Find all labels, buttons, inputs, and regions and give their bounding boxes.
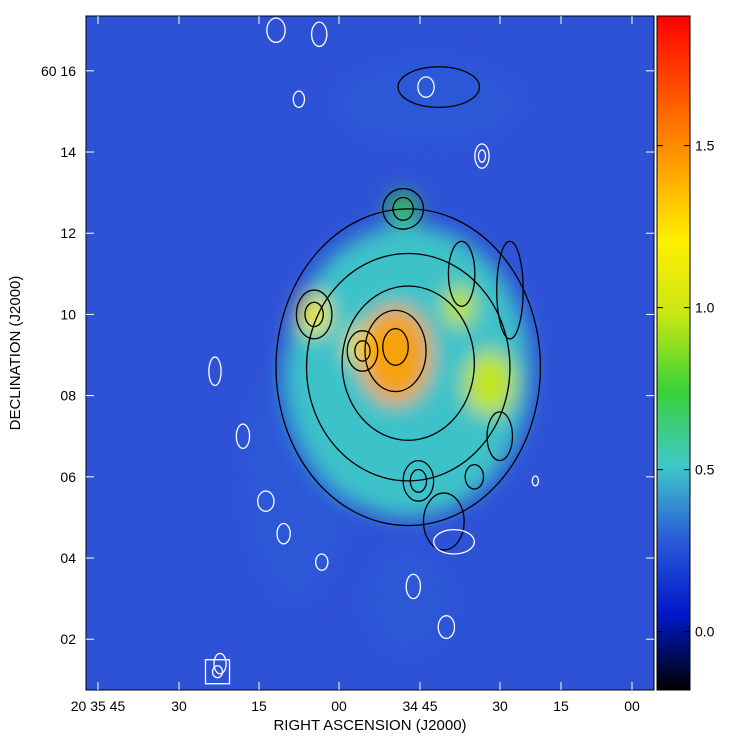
contour-black-0	[275, 208, 542, 527]
colorbar-ticks: 0.0 0.5 1.0 1.5	[657, 138, 715, 640]
contour-white-0	[266, 17, 286, 44]
x-tick-label: 15	[553, 698, 569, 714]
contour-black-12	[496, 240, 524, 340]
contour-white-7	[235, 423, 251, 450]
contour-white-5	[477, 149, 487, 163]
contour-white-1	[310, 21, 328, 48]
contour-black-3	[364, 309, 427, 393]
contour-white-4	[474, 143, 490, 169]
x-tick-label: 15	[251, 698, 267, 714]
colorbar-tick-label: 1.5	[695, 138, 715, 154]
y-tick-label: 02	[60, 631, 76, 647]
beam-box	[204, 659, 231, 685]
plot-panel	[85, 15, 655, 691]
emission-arm-north	[337, 62, 521, 144]
x-tick-label: 30	[171, 698, 187, 714]
y-tick-label: 10	[60, 306, 76, 322]
contour-black-2	[341, 285, 475, 441]
contour-black-9	[382, 187, 425, 230]
colorbar-tick-label: 0.0	[695, 624, 715, 640]
contour-black-15	[422, 492, 465, 551]
contour-black-1	[305, 252, 511, 482]
contour-black-16	[464, 464, 485, 490]
y-tick-label: 14	[60, 144, 76, 160]
contour-black-8	[354, 340, 371, 362]
contour-black-5	[295, 289, 333, 340]
x-tick-label: 34 45	[402, 698, 437, 714]
contour-white-13	[433, 528, 475, 555]
contour-white-11	[437, 615, 456, 640]
x-tick-label: 30	[492, 698, 508, 714]
emission-core	[359, 306, 432, 404]
emission-arm-south	[367, 545, 449, 652]
contour-black-17	[486, 411, 514, 462]
emission-knot-w	[298, 294, 330, 335]
colorbar-tick-label: 1.0	[695, 300, 715, 316]
contour-white-3	[417, 76, 435, 98]
colorbar-scale	[656, 15, 691, 691]
colorbar: 0.0 0.5 1.0 1.5	[656, 15, 715, 691]
contour-white-10	[315, 553, 329, 571]
x-axis-label: RIGHT ASCENSION (J2000)	[273, 717, 466, 734]
contour-black-13	[402, 459, 435, 502]
contour-white-12	[405, 573, 422, 600]
y-tick-label: 12	[60, 225, 76, 241]
contour-overlay	[208, 17, 542, 675]
contour-white-8	[257, 490, 275, 512]
contour-white-9	[276, 522, 291, 545]
beam-marker	[204, 659, 231, 685]
y-tick-label: 60 16	[41, 63, 76, 79]
contour-white-6	[208, 356, 222, 387]
contour-black-18	[397, 66, 481, 109]
x-tick-label: 20 35 45	[71, 698, 126, 714]
y-tick-label: 04	[60, 550, 76, 566]
contour-black-4	[382, 327, 409, 366]
contour-white-2	[292, 90, 306, 109]
y-tick-label: 06	[60, 469, 76, 485]
colorbar-tick-label: 0.5	[695, 462, 715, 478]
x-tick-label: 00	[624, 698, 640, 714]
contour-black-14	[409, 468, 428, 493]
x-axis: 20 35 45 30 15 00 34 45 30 15 00	[71, 16, 640, 714]
contour-black-11	[447, 240, 476, 307]
contour-white-14	[213, 652, 227, 675]
plot-frame	[85, 15, 655, 691]
y-axis: 02 04 06 08 10 12 14 60 16	[41, 63, 654, 647]
beam-ellipse	[211, 665, 224, 679]
y-tick-label: 08	[60, 388, 76, 404]
contour-white-15	[531, 475, 540, 487]
emission-knot-e	[464, 350, 516, 416]
contour-black-6	[304, 301, 324, 328]
contour-black-10	[392, 196, 414, 221]
y-axis-label: DECLINATION (J2000)	[7, 276, 24, 431]
x-tick-label: 00	[331, 698, 347, 714]
contour-black-7	[346, 330, 379, 372]
